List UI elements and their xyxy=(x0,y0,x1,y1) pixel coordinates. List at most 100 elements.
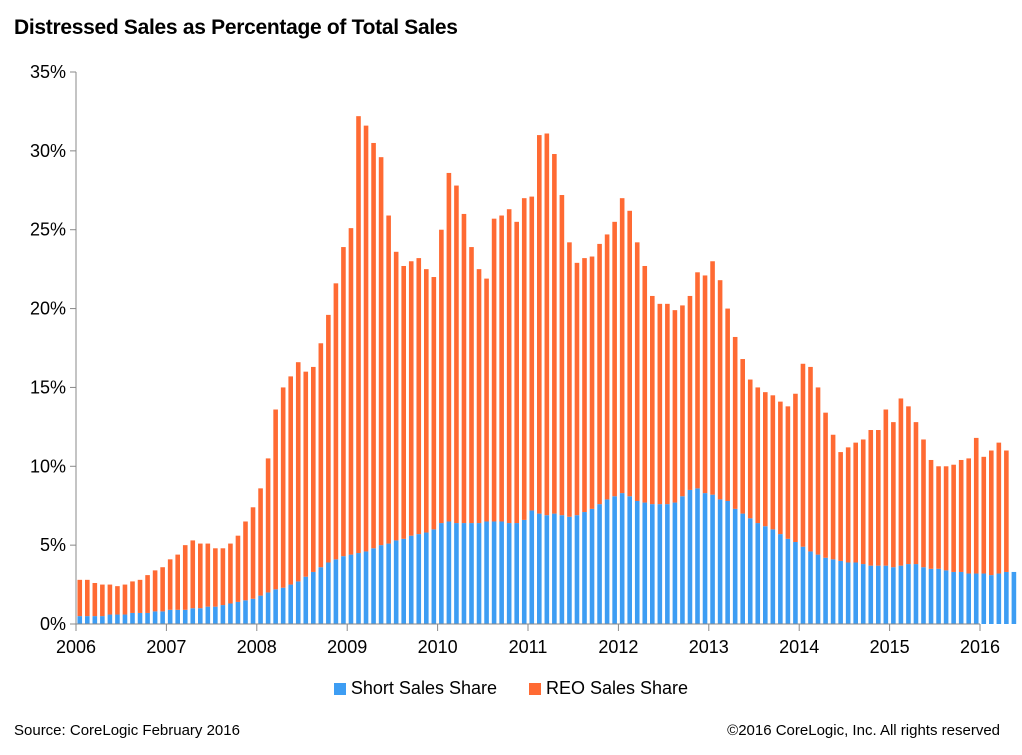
bar-short-sales xyxy=(567,516,572,624)
bar-reo-sales xyxy=(604,234,610,500)
bar-reo-sales xyxy=(182,545,188,610)
bar-short-sales xyxy=(785,538,791,624)
bar-reo-sales xyxy=(476,269,482,524)
bar-short-sales xyxy=(898,565,904,624)
bar-short-sales xyxy=(92,616,98,624)
bar-short-sales xyxy=(280,587,286,624)
bar-reo-sales xyxy=(295,362,301,582)
bar-reo-sales xyxy=(424,269,429,533)
bar-reo-sales xyxy=(589,256,595,509)
bar-short-sales xyxy=(687,489,693,624)
bar-short-sales xyxy=(348,554,354,624)
bar-short-sales xyxy=(491,521,497,624)
bar-short-sales xyxy=(363,551,369,624)
bar-short-sales xyxy=(228,603,233,624)
bar-reo-sales xyxy=(537,135,542,514)
bar-short-sales xyxy=(823,557,828,624)
bar-short-sales xyxy=(537,513,542,624)
y-tick-label: 30% xyxy=(30,141,66,161)
bar-reo-sales xyxy=(958,459,964,572)
bar-short-sales xyxy=(469,523,474,624)
bar-short-sales xyxy=(943,570,949,624)
bar-reo-sales xyxy=(491,218,497,522)
y-tick-label: 20% xyxy=(30,299,66,319)
bar-reo-sales xyxy=(928,459,934,569)
bar-reo-sales xyxy=(725,308,730,501)
bar-short-sales xyxy=(431,529,437,624)
bar-short-sales xyxy=(981,573,987,624)
bar-short-sales xyxy=(913,564,919,624)
bar-reo-sales xyxy=(235,535,241,602)
bar-reo-sales xyxy=(386,215,391,544)
bar-reo-sales xyxy=(755,387,761,524)
bar-short-sales xyxy=(1004,571,1009,624)
bar-short-sales xyxy=(250,598,256,624)
bar-reo-sales xyxy=(356,116,361,554)
bar-short-sales xyxy=(695,488,700,624)
bar-reo-sales xyxy=(145,575,150,613)
bar-short-sales xyxy=(747,518,753,624)
bar-short-sales xyxy=(461,523,467,624)
bar-short-sales xyxy=(167,609,173,624)
bar-short-sales xyxy=(182,609,188,624)
bar-reo-sales xyxy=(333,283,339,560)
x-tick-label: 2006 xyxy=(56,637,96,657)
bar-short-sales xyxy=(612,496,617,624)
bar-short-sales xyxy=(318,567,324,624)
y-tick-label: 5% xyxy=(40,535,66,555)
bar-short-sales xyxy=(265,592,271,624)
y-tick-label: 35% xyxy=(30,62,66,82)
bar-short-sales xyxy=(642,502,648,624)
bar-short-sales xyxy=(921,567,926,624)
bar-reo-sales xyxy=(122,584,128,615)
bar-reo-sales xyxy=(228,543,233,604)
bar-short-sales xyxy=(883,565,889,624)
bar-reo-sales xyxy=(152,570,158,612)
bar-short-sales xyxy=(122,614,128,624)
bar-reo-sales xyxy=(989,450,994,576)
bar-short-sales xyxy=(650,504,655,624)
bar-short-sales xyxy=(815,554,821,624)
bar-reo-sales xyxy=(717,280,723,500)
bar-reo-sales xyxy=(137,579,143,613)
bar-short-sales xyxy=(755,523,761,624)
bar-short-sales xyxy=(205,606,211,624)
bar-short-sales xyxy=(378,545,384,624)
bar-short-sales xyxy=(424,532,429,624)
bar-short-sales xyxy=(220,605,226,624)
bar-reo-sales xyxy=(439,229,444,524)
bar-short-sales xyxy=(958,571,964,624)
bar-short-sales xyxy=(408,535,414,624)
bar-reo-sales xyxy=(454,185,459,524)
bar-reo-sales xyxy=(876,430,881,566)
bar-reo-sales xyxy=(529,196,535,511)
bar-short-sales xyxy=(627,496,632,624)
bar-reo-sales xyxy=(597,243,602,505)
bar-reo-sales xyxy=(280,387,286,588)
bar-reo-sales xyxy=(408,261,414,536)
bar-short-sales xyxy=(295,581,301,624)
bar-short-sales xyxy=(702,493,708,624)
bar-short-sales xyxy=(130,612,135,624)
short-sales-swatch xyxy=(333,682,346,695)
bar-short-sales xyxy=(552,513,557,624)
bar-reo-sales xyxy=(634,242,640,501)
bar-short-sales xyxy=(559,515,565,624)
bar-short-sales xyxy=(860,564,866,624)
bar-short-sales xyxy=(258,595,263,624)
bar-short-sales xyxy=(521,519,527,624)
bar-reo-sales xyxy=(416,258,422,535)
bar-reo-sales xyxy=(190,540,196,609)
bar-reo-sales xyxy=(853,442,858,563)
x-tick-label: 2014 xyxy=(779,637,819,657)
bar-reo-sales xyxy=(763,392,768,527)
bar-reo-sales xyxy=(318,343,324,568)
bar-reo-sales xyxy=(845,447,851,563)
legend-item-reo-sales: REO Sales Share xyxy=(529,678,688,699)
bar-reo-sales xyxy=(92,582,98,617)
bar-reo-sales xyxy=(627,210,632,497)
bar-short-sales xyxy=(190,608,196,624)
bar-reo-sales xyxy=(220,548,226,606)
bar-reo-sales xyxy=(973,437,979,574)
bar-short-sales xyxy=(838,560,843,624)
